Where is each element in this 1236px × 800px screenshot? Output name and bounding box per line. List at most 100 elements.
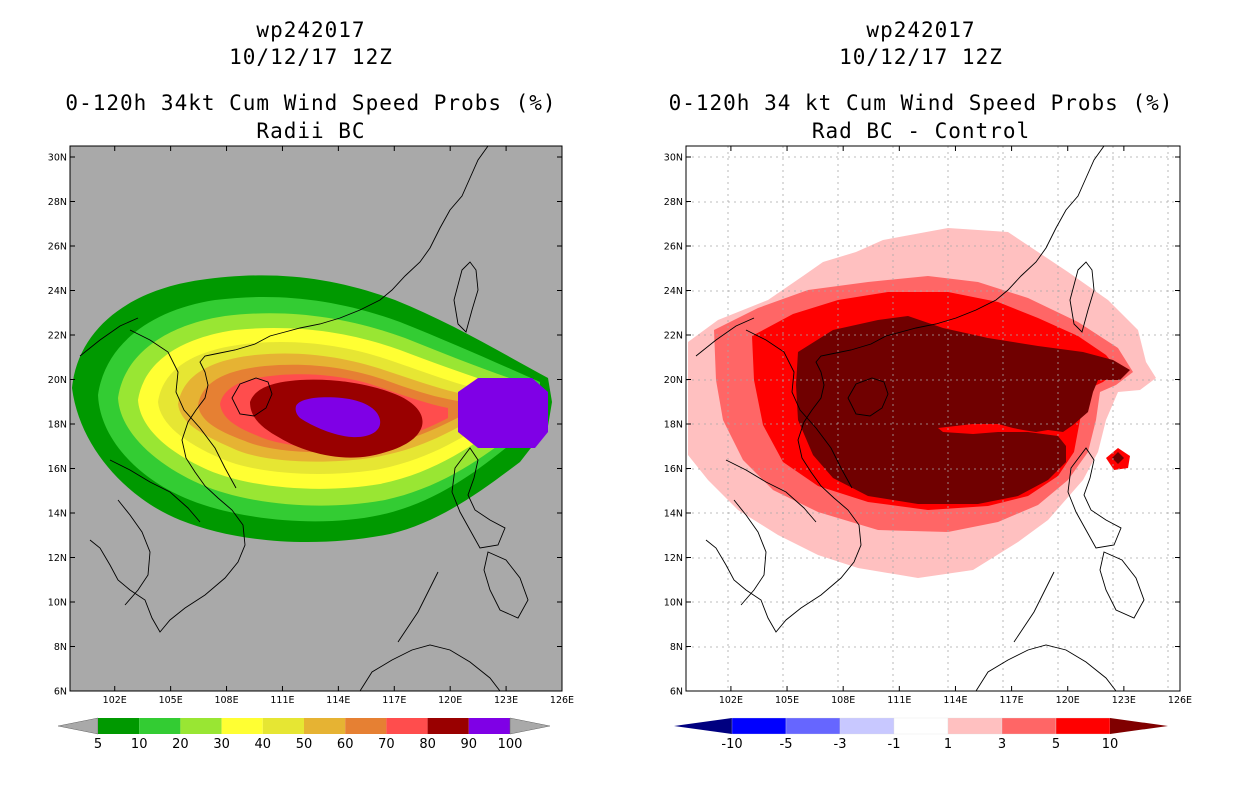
- left-map-frame: [69, 145, 563, 692]
- left-panel: wp242017 10/12/17 12Z 0-120h 34kt Cum Wi…: [48, 18, 574, 752]
- lat-tick-label: 6N: [54, 687, 67, 698]
- lon-tick-label: 111E: [887, 695, 911, 706]
- taiwan-left: [453, 261, 479, 333]
- colorbar-label: 100: [498, 737, 523, 752]
- hainan-right: [847, 377, 889, 417]
- left-title-subtitle: Radii BC: [256, 119, 366, 143]
- lat-tick-label: 30N: [48, 153, 67, 164]
- lat-tick-label: 16N: [48, 464, 67, 475]
- right-lon-ticks: 102E 105E 108E 111E 114E 117E 120E 123E 126E: [719, 146, 1192, 706]
- philippines-south-left: [483, 551, 529, 619]
- lon-tick-label: 108E: [831, 695, 855, 706]
- lon-tick-label: 117E: [1000, 695, 1024, 706]
- colorbar-box: [386, 718, 428, 734]
- borneo-right: [975, 644, 1117, 691]
- colorbar-box: [139, 718, 181, 734]
- lat-tick-label: 18N: [664, 420, 683, 431]
- lat-tick-label: 14N: [664, 509, 683, 520]
- left-title-date: 10/12/17 12Z: [229, 45, 393, 69]
- lat-tick-label: 20N: [664, 375, 683, 386]
- colorbar-label: 10: [1102, 737, 1119, 752]
- lon-tick-label: 123E: [494, 695, 518, 706]
- colorbar-box: [1001, 717, 1057, 735]
- colorbar-label: 3: [998, 737, 1006, 752]
- lat-tick-label: 10N: [48, 598, 67, 609]
- colorbar-box: [221, 718, 263, 734]
- inland-border-2: [109, 459, 201, 523]
- lon-tick-label: 105E: [159, 695, 183, 706]
- lat-tick-label: 18N: [48, 420, 67, 431]
- inland-border-r2: [725, 459, 817, 523]
- colorbar-box: [947, 717, 1003, 735]
- borneo-left: [359, 644, 501, 691]
- colorbar-label: 90: [461, 737, 478, 752]
- lat-tick-label: 10N: [664, 598, 683, 609]
- colorbar-box: [180, 718, 222, 734]
- lat-tick-label: 6N: [670, 687, 683, 698]
- gulf-thailand-left: [117, 499, 151, 606]
- lat-tick-label: 30N: [664, 153, 683, 164]
- lat-tick-label: 16N: [664, 464, 683, 475]
- lat-tick-label: 24N: [664, 286, 683, 297]
- inland-border-3: [79, 317, 139, 357]
- colorbar-label: 40: [255, 737, 272, 752]
- lat-tick-label: 28N: [48, 197, 67, 208]
- palawan-right: [1013, 571, 1055, 643]
- lon-tick-label: 120E: [1056, 695, 1080, 706]
- left-colorbar: 5 10 20 30 40 50 60 70 80 90 100: [57, 717, 551, 752]
- diff-core: [796, 316, 1130, 504]
- taiwan-right: [1069, 261, 1095, 333]
- diff-core-east-dot: [1112, 452, 1124, 464]
- lat-tick-label: 28N: [664, 197, 683, 208]
- right-coastlines: [695, 146, 1145, 691]
- inland-border-r1: [745, 329, 853, 489]
- right-gridlines: [686, 146, 1180, 691]
- lat-tick-label: 8N: [670, 642, 683, 653]
- gulf-thailand-right: [733, 499, 767, 606]
- colorbar-low-triangle: [674, 718, 732, 734]
- right-title-product: 0-120h 34 kt Cum Wind Speed Probs (%): [668, 91, 1174, 115]
- lon-tick-label: 111E: [270, 695, 294, 706]
- lon-tick-label: 123E: [1112, 695, 1136, 706]
- right-difference-shading: [688, 228, 1156, 578]
- colorbar-label: 5: [1052, 737, 1060, 752]
- colorbar-box: [345, 718, 387, 734]
- lat-tick-label: 12N: [664, 553, 683, 564]
- lon-tick-label: 105E: [775, 695, 799, 706]
- left-probability-shading: [72, 275, 552, 543]
- colorbar-box: [262, 718, 304, 734]
- lat-tick-label: 8N: [54, 642, 67, 653]
- left-lat-ticks: 30N 28N 26N 24N 22N 20N 18N 16N 14N 12N 10N 8N 6N: [48, 153, 562, 698]
- mainland-coast-left: [89, 146, 489, 633]
- left-title-storm-id: wp242017: [256, 18, 366, 42]
- left-title-product: 0-120h 34kt Cum Wind Speed Probs (%): [65, 91, 557, 115]
- lon-tick-label: 126E: [550, 695, 574, 706]
- colorbar-box: [468, 718, 510, 734]
- right-colorbar: -10 -5 -3 -1 1 3 5 10: [674, 717, 1168, 752]
- lat-tick-label: 22N: [664, 331, 683, 342]
- colorbar-label: 80: [419, 737, 436, 752]
- colorbar-box: [785, 717, 841, 735]
- left-map: 30N 28N 26N 24N 22N 20N 18N 16N 14N 12N 10N 8N 6N 10…: [48, 145, 574, 752]
- lat-tick-label: 26N: [48, 242, 67, 253]
- lat-tick-label: 24N: [48, 286, 67, 297]
- colorbar-box: [893, 717, 949, 735]
- hainan-left: [231, 377, 273, 417]
- colorbar-label: 10: [131, 737, 148, 752]
- lon-tick-label: 102E: [103, 695, 127, 706]
- colorbar-high-triangle: [509, 717, 551, 735]
- prob-band-90: [295, 397, 381, 438]
- prob-band-100-east: [458, 378, 548, 448]
- lon-tick-label: 120E: [438, 695, 462, 706]
- colorbar-high-triangle: [1110, 718, 1168, 734]
- colorbar-box: [427, 718, 469, 734]
- lat-tick-label: 20N: [48, 375, 67, 386]
- palawan-left: [397, 571, 439, 643]
- colorbar-low-triangle: [57, 717, 99, 735]
- lon-tick-label: 102E: [719, 695, 743, 706]
- colorbar-box: [304, 718, 346, 734]
- lon-tick-label: 114E: [326, 695, 350, 706]
- right-map: 30N 28N 26N 24N 22N 20N 18N 16N 14N 12N 10N 8N 6N 10…: [664, 145, 1192, 752]
- colorbar-label: 20: [172, 737, 189, 752]
- colorbar-box: [731, 717, 787, 735]
